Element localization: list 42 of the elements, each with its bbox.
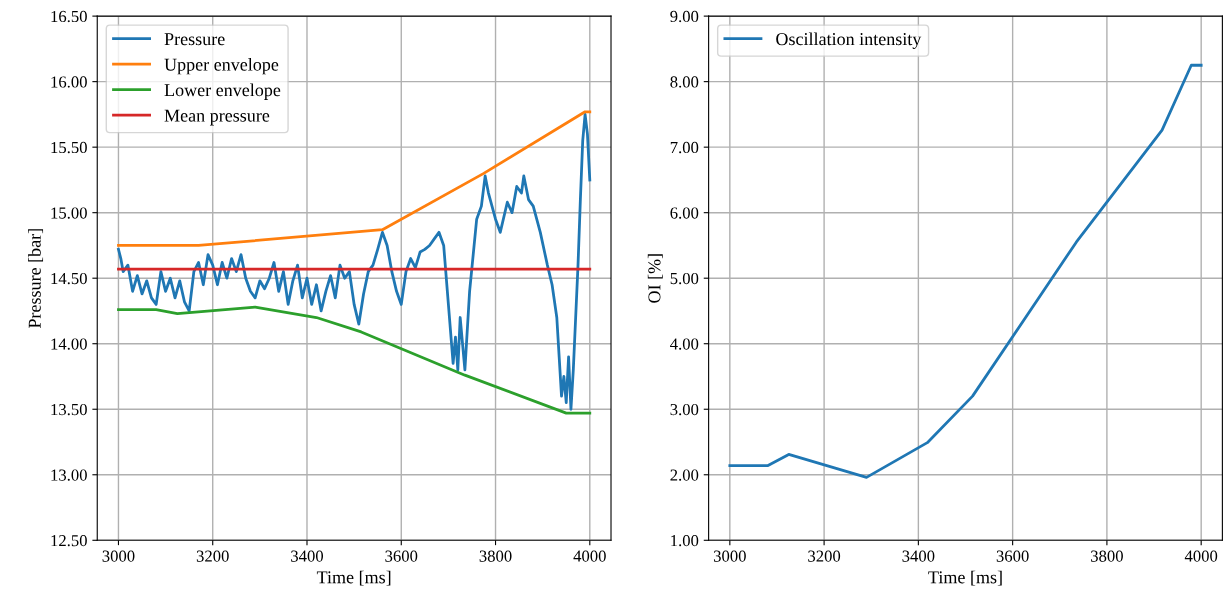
- x-tick-label: 3200: [808, 550, 841, 562]
- legend-label: Mean pressure: [164, 109, 270, 126]
- y-tick-label: 12.50: [51, 534, 87, 547]
- x-tick-label: 3000: [713, 550, 746, 562]
- x-tick-label: 4000: [1184, 550, 1218, 562]
- line-series: [117, 305, 592, 415]
- y-tick-label: 13.50: [51, 403, 87, 416]
- legend-label: Pressure: [164, 33, 225, 46]
- x-axis-title: Time [ms]: [316, 570, 391, 586]
- x-tick-label: 4000: [573, 550, 606, 562]
- y-axis-title: Pressure [bar]: [28, 229, 44, 329]
- y-tick-label: 14.00: [51, 338, 87, 350]
- line-series: [728, 63, 1203, 479]
- y-tick-label: 3.00: [670, 403, 699, 416]
- y-tick-label: 9.00: [670, 10, 699, 23]
- y-tick-label: 6.00: [670, 207, 699, 219]
- y-tick-label: 7.00: [670, 141, 699, 154]
- y-tick-label: 13.00: [51, 469, 87, 481]
- y-tick-label: 16.50: [51, 10, 87, 23]
- y-tick-label: 2.00: [670, 469, 699, 481]
- line-series: [117, 110, 592, 247]
- x-tick-label: 3400: [291, 550, 324, 562]
- x-tick-label: 3000: [102, 550, 135, 562]
- y-tick-label: 16.00: [51, 76, 87, 88]
- legend-label: Lower envelope: [164, 83, 281, 100]
- y-tick-label: 15.50: [51, 141, 87, 154]
- y-tick-label: 8.00: [670, 76, 699, 88]
- x-tick-label: 3600: [996, 550, 1029, 562]
- legend-label: Upper envelope: [164, 57, 279, 75]
- x-tick-label: 3400: [902, 550, 935, 562]
- x-tick-label: 3800: [1091, 550, 1123, 562]
- x-tick-label: 3200: [196, 550, 229, 562]
- legend-label: Oscillation intensity: [776, 32, 922, 49]
- y-axis-title: OI [%]: [647, 254, 663, 303]
- y-tick-label: 15.00: [51, 207, 87, 219]
- y-tick-label: 14.50: [51, 272, 87, 285]
- y-tick-label: 4.00: [670, 338, 699, 350]
- x-axis-title: Time [ms]: [928, 570, 1002, 586]
- x-tick-label: 3600: [385, 550, 418, 562]
- x-tick-label: 3800: [479, 550, 512, 562]
- y-tick-label: 1.00: [671, 534, 699, 547]
- y-tick-label: 5.00: [670, 272, 699, 285]
